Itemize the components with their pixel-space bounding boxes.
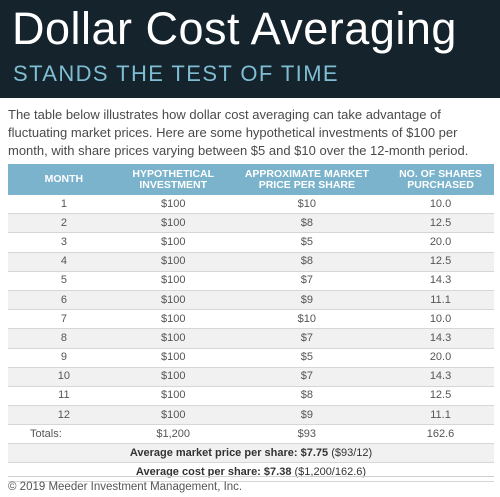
page-subtitle: STANDS THE TEST OF TIME [13, 61, 339, 86]
cell-price: $8 [300, 389, 313, 402]
cell-investment: $100 [119, 213, 227, 233]
cell-month: 7 [60, 312, 67, 325]
table-row: 11 $100 $8 12.5 [8, 386, 494, 406]
cell-price: $9 [226, 405, 388, 425]
cell-price: $8 [226, 252, 388, 272]
table-row: 1 $100 $10 10.0 [8, 195, 494, 214]
cell-month: 11 [58, 389, 70, 402]
cell-month: 6 [8, 290, 120, 310]
cell-price: $5 [300, 351, 313, 364]
summary-avg-price-detail: ($93/12) [331, 446, 373, 459]
cell-shares: 11.1 [387, 290, 494, 310]
column-header-price: APPROXIMATE MARKET PRICE PER SHARE [226, 164, 388, 195]
cell-month: 8 [8, 328, 120, 348]
table-row: 2 $100 $8 12.5 [8, 213, 494, 233]
table-row: 10 $100 $7 14.3 [8, 367, 494, 387]
summary-row-avg-price: Average market price per share: $7.75 ($… [8, 443, 494, 463]
cell-investment: $100 [160, 197, 186, 210]
cell-investment: $100 [119, 405, 227, 425]
intro-paragraph: The table below illustrates how dollar c… [8, 107, 469, 158]
totals-label: Totals: [30, 427, 62, 440]
cell-month: 2 [8, 213, 120, 233]
footer-divider [8, 476, 494, 477]
cell-shares: 11.1 [387, 405, 494, 425]
summary-row-avg-cost: Average cost per share: $7.38 ($1,200/16… [8, 463, 494, 482]
table-row: 3 $100 $5 20.0 [8, 233, 494, 253]
summary-avg-cost-label: Average cost per share: $7.38 [135, 465, 292, 478]
page-title: Dollar Cost Averaging [12, 3, 457, 54]
cell-month: 4 [8, 252, 120, 272]
header-banner: Dollar Cost Averaging STANDS THE TEST OF… [0, 0, 500, 98]
cell-price: $10 [297, 312, 317, 325]
cell-shares: 12.5 [387, 213, 494, 233]
summary-avg-price-label: Average market price per share: $7.75 [129, 446, 329, 459]
cell-price: $7 [226, 328, 388, 348]
cell-shares: 20.0 [429, 351, 452, 364]
totals-price: $93 [297, 427, 317, 440]
cell-month: 3 [60, 235, 67, 248]
cell-shares: 12.5 [429, 389, 452, 402]
summary-avg-price: Average market price per share: $7.75 ($… [8, 443, 494, 463]
cell-month: 5 [60, 274, 67, 287]
cell-month: 9 [60, 351, 67, 364]
investment-table: MONTH HYPOTHETICAL INVESTMENT APPROXIMAT… [8, 164, 494, 482]
cell-shares: 14.3 [429, 274, 452, 287]
table-body: 1 $100 $10 10.0 2 $100 $8 12.5 3 $100 $5 20.0 4 $100 $… [8, 195, 494, 482]
table-row: 5 $100 $7 14.3 [8, 271, 494, 291]
cell-shares: 10.0 [429, 197, 452, 210]
cell-investment: $100 [119, 290, 227, 310]
cell-month: 1 [60, 197, 67, 210]
cell-price: $7 [226, 367, 388, 387]
column-header-shares: NO. OF SHARES PURCHASED [387, 164, 494, 195]
cell-shares: 12.5 [387, 252, 494, 272]
cell-price: $7 [300, 274, 313, 287]
cell-investment: $100 [119, 367, 227, 387]
table-row: 12 $100 $9 11.1 [8, 405, 494, 425]
totals-row: Totals: $1,200 $93 162.6 [8, 425, 494, 444]
cell-month: 10 [8, 367, 120, 387]
cell-shares: 10.0 [429, 312, 452, 325]
cell-price: $10 [297, 197, 317, 210]
copyright-footer: © 2019 Meeder Investment Management, Inc… [8, 481, 243, 493]
table-row: 9 $100 $5 20.0 [8, 348, 494, 368]
cell-month: 12 [8, 405, 120, 425]
cell-price: $8 [226, 213, 388, 233]
column-header-month: MONTH [8, 164, 120, 195]
cell-shares: 14.3 [387, 328, 494, 348]
table-header-row: MONTH HYPOTHETICAL INVESTMENT APPROXIMAT… [8, 164, 494, 195]
cell-shares: 20.0 [429, 235, 452, 248]
cell-investment: $100 [160, 351, 186, 364]
totals-investment: $1,200 [156, 427, 191, 440]
summary-avg-cost: Average cost per share: $7.38 ($1,200/16… [8, 463, 494, 482]
cell-shares: 14.3 [387, 367, 494, 387]
table-row: 6 $100 $9 11.1 [8, 290, 494, 310]
cell-price: $9 [226, 290, 388, 310]
table-row: 4 $100 $8 12.5 [8, 252, 494, 272]
cell-investment: $100 [160, 274, 186, 287]
cell-investment: $100 [160, 235, 186, 248]
table-row: 7 $100 $10 10.0 [8, 310, 494, 329]
cell-price: $5 [300, 235, 313, 248]
cell-investment: $100 [119, 328, 227, 348]
summary-avg-cost-detail: ($1,200/162.6) [294, 465, 367, 478]
column-header-investment: HYPOTHETICAL INVESTMENT [119, 164, 227, 195]
table-row: 8 $100 $7 14.3 [8, 328, 494, 348]
cell-investment: $100 [160, 389, 186, 402]
totals-shares: 162.6 [426, 427, 455, 440]
cell-investment: $100 [160, 312, 186, 325]
cell-investment: $100 [119, 252, 227, 272]
